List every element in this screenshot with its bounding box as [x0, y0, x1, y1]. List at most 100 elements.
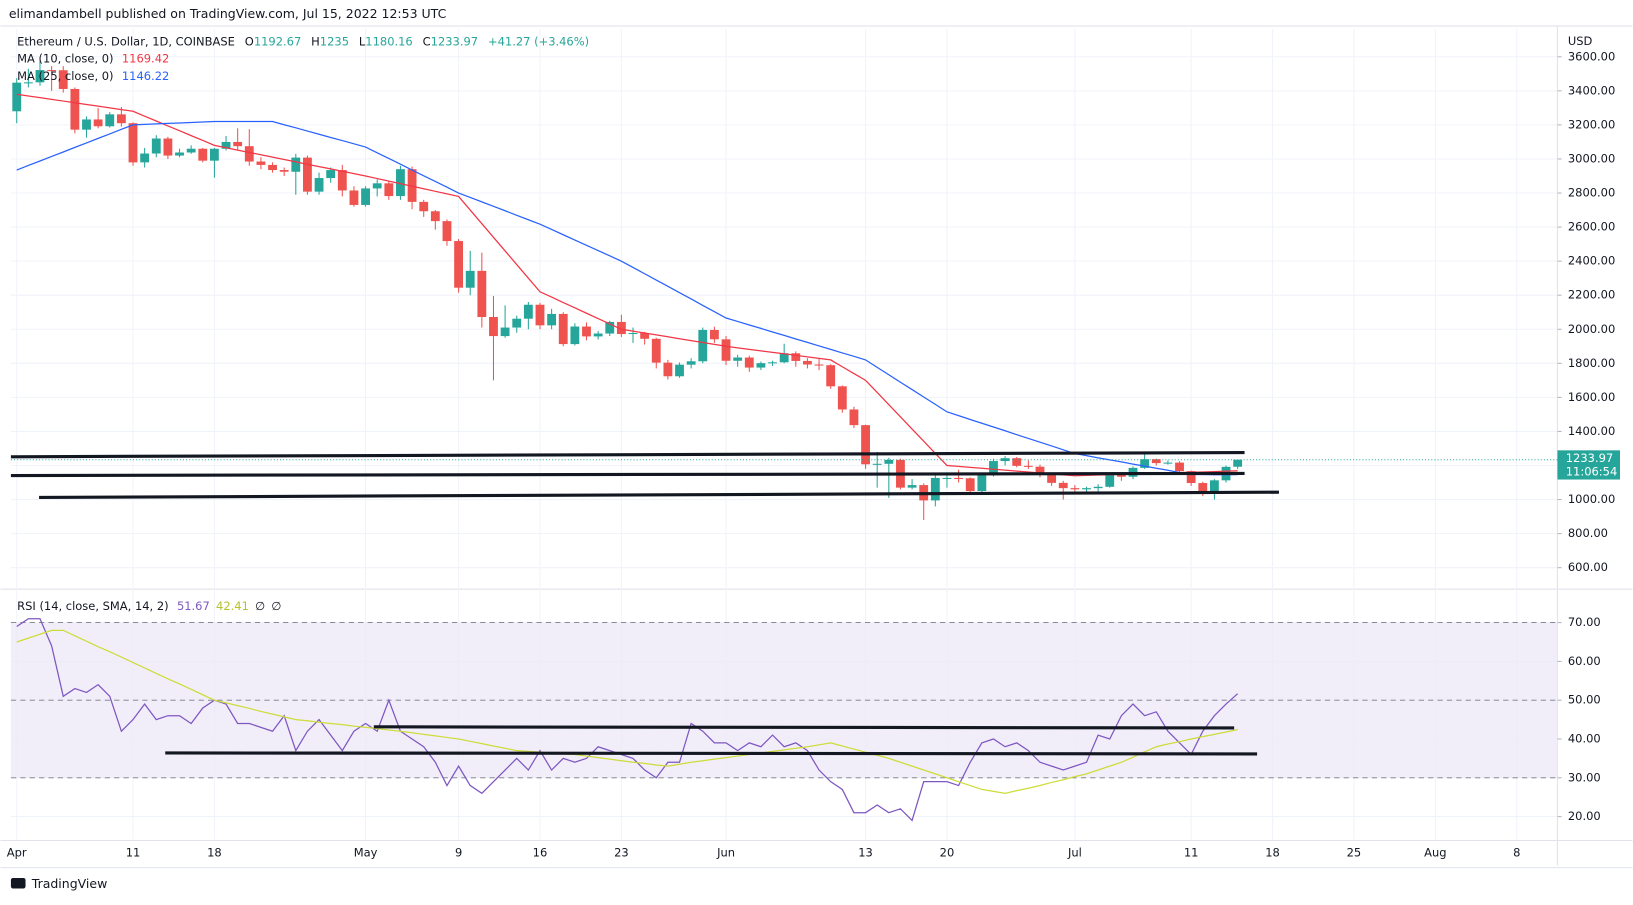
candle-body [396, 169, 405, 197]
candle-body [535, 304, 545, 326]
candle-body [12, 82, 22, 112]
countdown: 11:06:54 [1566, 465, 1618, 479]
rsi-sma-value: 42.41 [216, 598, 249, 612]
candle-body [779, 353, 789, 363]
candle-body [989, 461, 998, 476]
publish-header: elimandambell published on TradingView.c… [9, 6, 447, 21]
candle-body [303, 157, 312, 192]
y-tick-label: 3400.00 [1568, 83, 1615, 97]
candle-body [116, 114, 126, 124]
y-tick-label: 2400.00 [1568, 254, 1615, 268]
candle-body [93, 119, 103, 127]
candle-body [70, 88, 80, 130]
candle-body [244, 146, 254, 162]
x-tick-label: 18 [1265, 846, 1280, 860]
candle-body [1116, 474, 1126, 477]
y-tick-label: 50.00 [1568, 693, 1601, 707]
candle-body [1198, 483, 1208, 494]
y-tick-label: 70.00 [1568, 615, 1601, 629]
symbol-title: Ethereum / U.S. Dollar, 1D, COINBASE [17, 34, 235, 48]
candle-body [209, 148, 219, 161]
ohlc-value: 1180.16 [365, 34, 412, 48]
footer-text: TradingView [31, 876, 108, 891]
x-tick-label: 11 [126, 846, 141, 860]
candle-body [58, 70, 68, 89]
candle-body [1105, 474, 1115, 487]
y-tick-label: 2000.00 [1568, 322, 1615, 336]
candle-body [1186, 471, 1196, 484]
rsi-extra: ∅ [271, 598, 281, 612]
candle-body [1163, 462, 1173, 464]
candle-body [465, 270, 475, 288]
candle-body [256, 161, 266, 165]
candle-body [128, 123, 138, 163]
candle-body [477, 270, 487, 317]
candle-body [861, 425, 870, 465]
candle-body [151, 138, 161, 154]
ohlc-label: C [423, 34, 431, 48]
ma-legend: MA (10, close, 0) 1169.42 [17, 51, 169, 65]
rsi-extra: ∅ [255, 598, 265, 612]
candle-body [454, 241, 464, 288]
y-tick-label: 2600.00 [1568, 220, 1615, 234]
candle-body [198, 148, 208, 161]
candle-body [884, 459, 894, 464]
candle-body [733, 357, 743, 361]
y-tick-label: 1400.00 [1568, 424, 1615, 438]
candle-body [523, 304, 533, 319]
ma-name: MA (25, close, 0) [17, 69, 113, 83]
y-tick-label: 20.00 [1568, 809, 1601, 823]
candle-body [140, 153, 150, 163]
last-price-box [1557, 450, 1620, 480]
y-tick-label: 1600.00 [1568, 390, 1615, 404]
candle-body [35, 70, 45, 83]
rsi-legend: RSI (14, close, SMA, 14, 2) 51.67 42.41 ∅ ∅ [17, 598, 281, 612]
ohlc-label: O [245, 34, 254, 48]
candle-body [314, 178, 324, 192]
candle-body [1058, 482, 1068, 489]
candle-body [23, 82, 33, 84]
rsi-title: RSI (14, close, SMA, 14, 2) [17, 598, 168, 612]
candle-body [349, 190, 359, 205]
candle-body [954, 477, 964, 479]
candle-body [651, 338, 661, 363]
candle-body [1035, 466, 1045, 476]
ma-line [16, 120, 1238, 476]
candle-body [803, 360, 812, 365]
y-tick-label: 600.00 [1568, 560, 1608, 574]
candle-body [186, 148, 196, 153]
trendline [10, 471, 1245, 478]
y-tick-label: 800.00 [1568, 526, 1608, 540]
candle-body [372, 183, 382, 189]
candle-body [709, 329, 719, 340]
trendline [165, 751, 1258, 756]
trendline [373, 725, 1235, 730]
x-tick-label: 8 [1513, 846, 1520, 860]
candle-body [1151, 459, 1161, 464]
candle-body [1000, 458, 1010, 462]
candle-body [616, 321, 626, 335]
candle-body [326, 170, 336, 179]
candle-body [430, 211, 440, 222]
change: +41.27 (+3.46%) [488, 34, 589, 48]
x-tick-label: 16 [533, 846, 548, 860]
candle-body [489, 316, 498, 337]
y-tick-label: 3200.00 [1568, 117, 1615, 131]
y-tick-label: 3000.00 [1568, 151, 1615, 165]
y-tick-label: 3600.00 [1568, 49, 1615, 63]
ohlc-label: H [311, 34, 320, 48]
candle-body [442, 221, 452, 242]
candle-body [291, 157, 301, 172]
candle-body [1047, 475, 1057, 483]
candle-body [1209, 480, 1219, 494]
candle-body [756, 363, 766, 368]
candle-body [1082, 488, 1091, 490]
ohlc-value: 1233.97 [431, 34, 478, 48]
candle-body [279, 170, 289, 172]
candle-body [1070, 488, 1080, 490]
candle-body [698, 329, 708, 362]
ma-value: 1146.22 [122, 69, 169, 83]
trendline [39, 490, 1279, 499]
